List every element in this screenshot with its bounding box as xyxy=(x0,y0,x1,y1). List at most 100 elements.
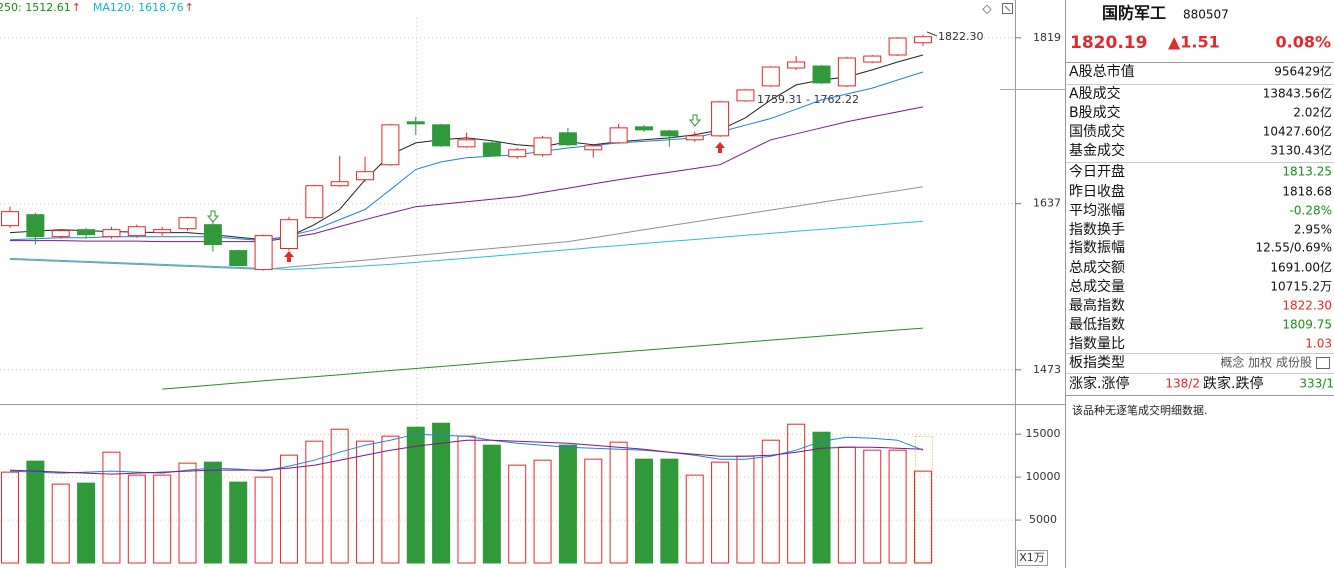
volume-bar xyxy=(77,482,96,564)
row-label: 总成交量 xyxy=(1069,278,1125,295)
volume-bar xyxy=(254,476,273,564)
volume-bar xyxy=(863,449,882,564)
candle-body xyxy=(330,181,349,187)
volume-bar xyxy=(1,471,19,564)
average-line xyxy=(9,433,924,474)
volume-unit: X1万 xyxy=(1019,551,1045,564)
row-label: 指数量比 xyxy=(1069,336,1125,352)
unit-box xyxy=(1017,550,1048,566)
candle-body xyxy=(685,135,704,141)
candle-body xyxy=(482,142,501,157)
volume-bar xyxy=(711,461,730,564)
candle-body xyxy=(432,124,451,147)
candle-body xyxy=(609,127,628,144)
diamond-icon[interactable]: ◇ xyxy=(982,2,992,16)
candle-body xyxy=(1,211,19,227)
volume-bar xyxy=(330,428,349,564)
row-label: 指数换手 xyxy=(1069,221,1125,238)
row-label: 今日开盘 xyxy=(1069,163,1125,180)
legend-value: 250: 1512.61 xyxy=(0,1,71,14)
candle-body xyxy=(356,171,375,181)
volume-bar xyxy=(203,461,222,564)
legend-arrow: ↑ xyxy=(185,1,194,14)
y-tick-label: 5000 xyxy=(1029,513,1057,526)
candle-body xyxy=(457,139,476,148)
row-value: 2.95% xyxy=(1294,223,1332,237)
row-value: 概念 加权 成份股 xyxy=(1220,355,1312,370)
average-line xyxy=(9,71,924,242)
index-name: 国防军工 xyxy=(1102,4,1166,23)
candle-body xyxy=(178,217,197,230)
row-value: 10715.2万 xyxy=(1270,280,1332,294)
candle-body xyxy=(203,224,222,246)
change-percent: 0.08% xyxy=(1275,33,1331,52)
candle-body xyxy=(279,219,298,250)
volume-bar xyxy=(279,454,298,564)
candle-body xyxy=(153,229,172,234)
row-label: A股成交 xyxy=(1069,85,1121,102)
candle-body xyxy=(635,126,653,131)
highlight-box xyxy=(915,436,933,563)
candle-body xyxy=(558,132,577,146)
row-label: 基金成交 xyxy=(1069,142,1125,159)
average-line xyxy=(10,106,924,243)
volume-bar xyxy=(26,460,45,564)
stat-value: 138/2 xyxy=(1165,377,1200,391)
row-value: 3130.43亿 xyxy=(1270,143,1332,158)
row-label: A股总市值 xyxy=(1069,63,1135,80)
candle-body xyxy=(660,130,679,137)
candle-body xyxy=(711,101,730,137)
candle-body xyxy=(761,66,780,87)
stat-label: 跌家.跌停 xyxy=(1203,375,1263,392)
row-value: 10427.60亿 xyxy=(1263,124,1332,139)
volume-bar xyxy=(660,458,679,564)
volume-bar xyxy=(406,426,425,564)
volume-bar xyxy=(178,462,197,564)
close-icon[interactable] xyxy=(1002,3,1013,14)
average-line xyxy=(9,439,924,475)
average-line xyxy=(9,186,924,270)
volume-bar xyxy=(761,439,780,564)
candle-body xyxy=(584,145,603,151)
high-annotation: 1822.30 xyxy=(938,30,984,43)
average-line xyxy=(162,327,924,390)
y-tick-label: 15000 xyxy=(1026,427,1061,440)
detail-note: 该品种无逐笔成交明细数据. xyxy=(1072,403,1208,417)
sell-signal xyxy=(206,210,220,223)
candle-body xyxy=(26,214,45,238)
type-icon[interactable] xyxy=(1316,357,1330,369)
row-label: 最高指数 xyxy=(1069,297,1125,314)
row-label: 板指类型 xyxy=(1069,355,1125,371)
row-label: 最低指数 xyxy=(1069,317,1125,333)
candle-body xyxy=(77,229,96,236)
candle-body xyxy=(533,137,552,156)
candle-body xyxy=(812,65,831,84)
buy-signal xyxy=(715,142,725,153)
volume-bar xyxy=(305,440,324,564)
candle-body xyxy=(406,121,425,125)
row-value: 1691.00亿 xyxy=(1270,260,1332,275)
row-label: 指数振幅 xyxy=(1069,240,1125,256)
volume-bar xyxy=(508,464,527,564)
candle-body xyxy=(305,185,324,219)
volume-bar xyxy=(609,441,628,564)
row-label: 国债成交 xyxy=(1069,123,1125,140)
volume-bar xyxy=(533,459,552,564)
volume-bar xyxy=(584,458,603,564)
candle-body xyxy=(787,61,806,69)
row-value: 1822.30 xyxy=(1282,299,1332,313)
volume-bar xyxy=(913,470,932,564)
row-value: -0.28% xyxy=(1290,204,1332,218)
stat-label: 涨家.涨停 xyxy=(1069,375,1129,392)
volume-bar xyxy=(153,474,172,564)
y-tick-label: 1473 xyxy=(1033,363,1061,376)
stat-value: 333/1 xyxy=(1299,377,1334,391)
candle-body xyxy=(863,55,882,63)
volume-bar xyxy=(558,444,577,564)
last-price: 1820.19 xyxy=(1070,33,1147,53)
candle-body xyxy=(888,37,907,56)
row-label: B股成交 xyxy=(1069,104,1121,121)
volume-bar xyxy=(102,451,121,564)
close-icon-stroke xyxy=(1004,5,1011,12)
